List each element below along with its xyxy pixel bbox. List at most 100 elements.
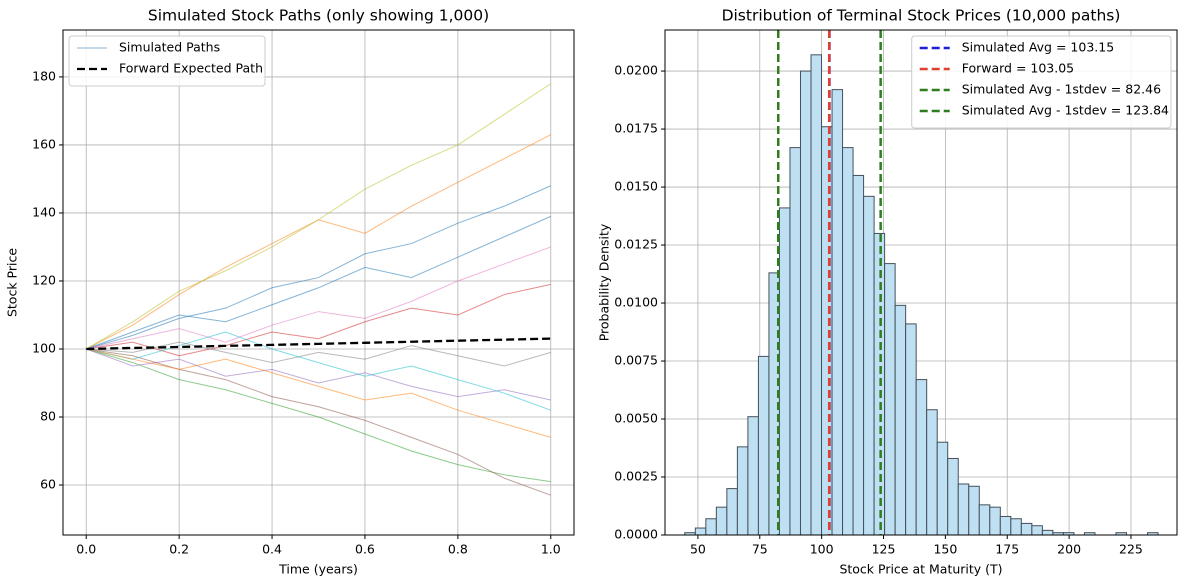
legend-frame xyxy=(911,35,1172,129)
y-tick-label: 100 xyxy=(32,340,56,355)
y-tick-label: 0.0125 xyxy=(614,237,658,252)
hist-bar xyxy=(736,446,749,535)
axes-frame xyxy=(62,29,575,536)
hist-bar xyxy=(894,304,907,535)
x-tick-label: 200 xyxy=(1057,542,1081,557)
hist-bar xyxy=(1115,532,1128,535)
hist-bar xyxy=(1147,532,1159,535)
hist-bar xyxy=(799,70,812,535)
y-tick-label: 140 xyxy=(32,204,56,219)
y-tick-label: 0.0150 xyxy=(614,179,658,194)
plot: 0.0 0.2 0.4 0.6 0.8 1.0 60 80 100 120 140 160 180 Sim… xyxy=(5,7,575,577)
x-tick-label: 50 xyxy=(690,542,706,557)
x-tick-label: 125 xyxy=(872,542,896,557)
y-tick-label: 0.0100 xyxy=(614,295,658,310)
stock-path xyxy=(86,341,551,367)
hist-bar xyxy=(747,416,759,535)
hist-bar xyxy=(842,147,854,535)
stock-path xyxy=(86,331,551,411)
plot: 50 75 100 125 150 175 200 225 0.0000 0.0025 0.0050… xyxy=(597,7,1178,577)
legend-label: Simulated Avg - 1stdev = 82.46 xyxy=(962,82,1161,97)
legend-label: Simulated Avg = 103.15 xyxy=(962,40,1114,55)
marks xyxy=(684,30,1159,535)
y-tick-label: 0.0200 xyxy=(614,63,658,78)
hist-bar xyxy=(873,232,886,535)
stock-path xyxy=(86,348,551,483)
hist-bar xyxy=(1062,532,1075,535)
forward-path xyxy=(86,337,551,351)
legend-label: Forward = 103.05 xyxy=(962,61,1074,76)
hist-bar xyxy=(926,409,938,535)
hist-bar xyxy=(831,89,844,535)
chart-title: Distribution of Terminal Stock Prices (1… xyxy=(722,7,1121,25)
x-tick-label: 225 xyxy=(1119,542,1143,557)
y-tick-label: 160 xyxy=(32,136,56,151)
x-tick-label: 0.8 xyxy=(448,542,468,557)
y-tick-label: 0.0050 xyxy=(614,411,658,426)
hist-bar xyxy=(778,207,791,535)
hist-bar xyxy=(947,457,959,535)
legend: Simulated Paths Forward Expected Path xyxy=(68,35,266,87)
hist-bar xyxy=(968,485,980,535)
hist-bar xyxy=(1031,525,1043,535)
hist-bar xyxy=(705,518,717,535)
hist-bar xyxy=(757,355,770,535)
y-tick-label: 80 xyxy=(40,408,56,423)
hist-bar xyxy=(863,195,875,535)
hist-bar xyxy=(905,323,917,535)
stock-path xyxy=(86,215,551,350)
hist-bar xyxy=(726,488,738,535)
x-tick-label: 1.0 xyxy=(541,542,561,557)
stock-path xyxy=(85,134,552,350)
x-tick-label: 0.4 xyxy=(262,542,282,557)
legend-label: Simulated Avg - 1stdev = 123.84 xyxy=(962,103,1169,118)
chart-title: Simulated Stock Paths (only showing 1,00… xyxy=(148,7,489,25)
legend-frame xyxy=(68,35,266,87)
x-tick-label: 0.2 xyxy=(169,542,189,557)
hist-bar xyxy=(1020,522,1033,535)
y-axis-label: Stock Price xyxy=(5,248,20,317)
x-axis-label: Stock Price at Maturity (T) xyxy=(839,562,1002,577)
hist-bar xyxy=(852,174,865,535)
y-tick-label: 0.0175 xyxy=(614,121,658,136)
x-tick-label: 100 xyxy=(810,542,834,557)
stock-path xyxy=(85,83,552,350)
hist-bar xyxy=(715,506,728,535)
stock-path xyxy=(86,246,551,350)
hist-bar xyxy=(810,54,823,535)
x-tick-label: 175 xyxy=(995,542,1019,557)
x-tick-label: 0.0 xyxy=(76,542,96,557)
hist-bar xyxy=(957,483,970,535)
hist-bar xyxy=(1041,529,1054,535)
y-tick-label: 0.0000 xyxy=(614,527,658,542)
hist-bar xyxy=(1083,532,1096,535)
y-tick-label: 60 xyxy=(40,477,56,492)
marks xyxy=(85,83,552,496)
x-tick-label: 150 xyxy=(933,542,957,557)
stock-path xyxy=(86,185,551,350)
axes-frame xyxy=(664,29,1178,536)
stock-path xyxy=(86,348,551,438)
hist-bar xyxy=(936,441,949,535)
hist-bar xyxy=(1010,518,1022,535)
y-axis-label: Probability Density xyxy=(597,223,612,341)
hist-bar xyxy=(999,515,1012,535)
stock-path xyxy=(86,348,551,401)
y-tick-label: 180 xyxy=(32,68,56,83)
x-tick-label: 0.6 xyxy=(355,542,375,557)
legend-label: Forward Expected Path xyxy=(119,61,263,76)
hist-bar xyxy=(884,263,896,535)
hist-bar xyxy=(789,147,801,535)
stock-path xyxy=(86,348,551,496)
legend-label: Simulated Paths xyxy=(119,40,220,55)
hist-bar xyxy=(978,504,991,535)
stock-path xyxy=(86,283,551,357)
legend: Simulated Avg = 103.15 Forward = 103.05 Si… xyxy=(911,35,1172,129)
x-axis-label: Time (years) xyxy=(278,562,358,577)
x-tick-label: 75 xyxy=(752,542,768,557)
y-tick-label: 0.0025 xyxy=(614,469,658,484)
hist-bar xyxy=(694,527,707,535)
y-tick-label: 0.0075 xyxy=(614,353,658,368)
